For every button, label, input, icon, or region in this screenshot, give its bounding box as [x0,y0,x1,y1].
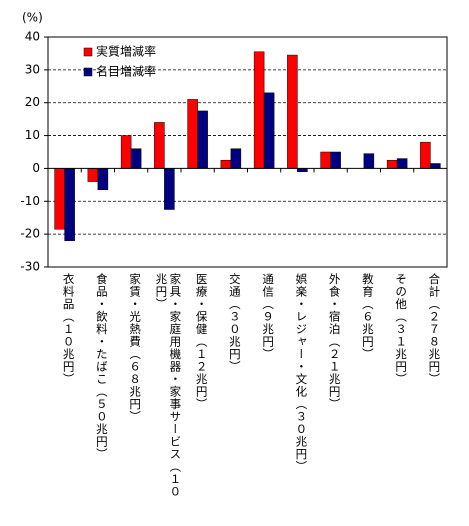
bar [363,153,375,169]
bar [164,168,175,210]
bar [154,122,165,169]
bar [386,159,398,169]
x-tick-label: 通信（９兆円） [261,273,276,361]
x-tick-label: 家具・家庭用機器・家事サービス（１０兆円） [154,273,183,498]
bar [64,168,75,241]
bar [187,99,198,169]
bar [320,151,331,169]
x-tick-label: 合計（２７８兆円） [427,273,442,386]
x-tick-label: 娯楽・レジャー・文化（３０兆円） [294,273,309,473]
y-tick-label: 20 [25,95,40,109]
y-axis-label: (%) [22,11,43,25]
bar [430,163,441,169]
bar [263,92,275,169]
bar [230,148,242,169]
legend-label: 実質増減率 [96,44,156,59]
bar [287,54,298,169]
bar [197,110,208,169]
bar [420,141,431,169]
y-tick-label: 30 [25,62,40,76]
x-tick-label: 医療・保健（１２兆円） [194,273,209,411]
legend-label: 名目増減率 [96,64,156,79]
bar [253,51,265,169]
plot-frame [47,36,448,268]
y-tick-label: 40 [25,30,40,44]
legend-swatch [83,67,93,77]
bar [54,168,65,230]
bar [97,168,109,191]
y-tick-label: -30 [20,260,40,274]
bar [220,159,232,169]
y-tick-label: 0 [32,161,40,175]
x-tick-label: その他（３１兆円） [394,273,409,386]
x-tick-label: 食品・飲料・たばこ（５０兆円） [94,273,109,461]
y-tick-label: -20 [20,227,40,241]
x-tick-label: 家賃・光熱費（６８兆円） [128,273,143,423]
x-tick-label: 交通（３０兆円） [227,273,242,373]
x-tick-label: 衣料品（１０兆円） [61,273,76,386]
x-tick-label: 外食・宿泊（２１兆円） [327,273,342,411]
bar [396,158,408,169]
bar [330,151,341,169]
bar [120,135,132,169]
y-tick-label: -10 [20,194,40,208]
bar [87,168,99,182]
x-tick-label: 教育（６兆円） [360,273,375,361]
bar [130,148,142,169]
y-tick-label: 10 [25,128,40,142]
legend-swatch [83,47,93,57]
